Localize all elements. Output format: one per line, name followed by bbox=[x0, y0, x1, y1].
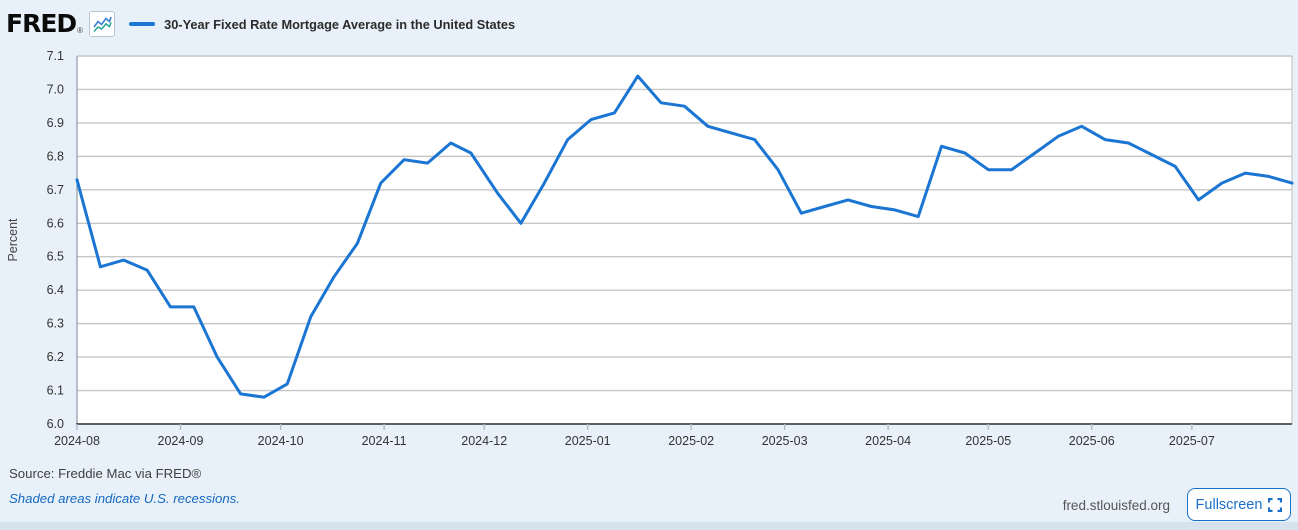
fullscreen-icon bbox=[1268, 497, 1283, 512]
gridlines bbox=[77, 55, 1292, 392]
x-tick-label: 2024-09 bbox=[158, 434, 204, 448]
site-url: fred.stlouisfed.org bbox=[1062, 498, 1170, 513]
fred-sparkline-icon bbox=[89, 11, 116, 37]
y-axis-labels: 6.0 6.1 6.2 6.3 6.4 6.5 6.6 6.7 6.8 6.9 7.0 7.1 bbox=[47, 49, 64, 431]
y-tick-label: 6.1 bbox=[47, 384, 64, 398]
fullscreen-button[interactable]: Fullscreen bbox=[1187, 488, 1291, 521]
recession-note: Shaded areas indicate U.S. recessions. bbox=[9, 491, 240, 506]
y-tick-label: 6.7 bbox=[47, 183, 64, 197]
y-tick-label: 6.5 bbox=[47, 250, 64, 264]
y-tick-label: 6.3 bbox=[47, 317, 64, 331]
y-tick-label: 6.9 bbox=[47, 116, 64, 130]
x-tick-label: 2025-07 bbox=[1169, 434, 1215, 448]
chart-title: 30-Year Fixed Rate Mortgage Average in t… bbox=[164, 16, 516, 32]
series-line[interactable] bbox=[75, 74, 1294, 399]
x-tick-label: 2025-03 bbox=[762, 434, 808, 448]
y-tick-label: 6.0 bbox=[47, 417, 64, 431]
registered-trademark: ® bbox=[77, 26, 84, 35]
x-tick-label: 2025-05 bbox=[965, 434, 1011, 448]
y-tick-label: 7.1 bbox=[47, 49, 64, 63]
y-tick-label: 6.4 bbox=[47, 283, 64, 297]
series-legend-swatch bbox=[129, 22, 156, 26]
x-tick-label: 2024-08 bbox=[54, 434, 100, 448]
x-axis-ticks bbox=[76, 424, 1193, 430]
x-tick-label: 2024-12 bbox=[461, 434, 507, 448]
chart-header: FRED ® 30-Year Fixed Rate Mortgage Avera… bbox=[6, 10, 515, 38]
source-text: Source: Freddie Mac via FRED® bbox=[9, 466, 202, 481]
plot-area bbox=[77, 56, 1292, 424]
x-tick-label: 2024-10 bbox=[258, 434, 304, 448]
x-tick-label: 2025-01 bbox=[565, 434, 611, 448]
x-tick-label: 2024-11 bbox=[362, 434, 407, 448]
x-tick-label: 2025-02 bbox=[668, 434, 714, 448]
y-tick-label: 6.8 bbox=[47, 149, 64, 163]
fullscreen-button-label: Fullscreen bbox=[1195, 496, 1263, 513]
x-tick-label: 2025-04 bbox=[865, 434, 911, 448]
y-tick-label: 6.2 bbox=[47, 350, 64, 364]
y-tick-label: 7.0 bbox=[47, 82, 64, 96]
x-tick-label: 2025-06 bbox=[1069, 434, 1115, 448]
x-axis-labels: 2024-08 2024-09 2024-10 2024-11 2024-12 2025-… bbox=[54, 434, 1215, 448]
y-tick-label: 6.6 bbox=[47, 216, 64, 230]
fred-logo[interactable]: FRED bbox=[6, 9, 77, 38]
y-axis-title: Percent bbox=[6, 218, 20, 262]
bottom-bar bbox=[0, 522, 1298, 530]
